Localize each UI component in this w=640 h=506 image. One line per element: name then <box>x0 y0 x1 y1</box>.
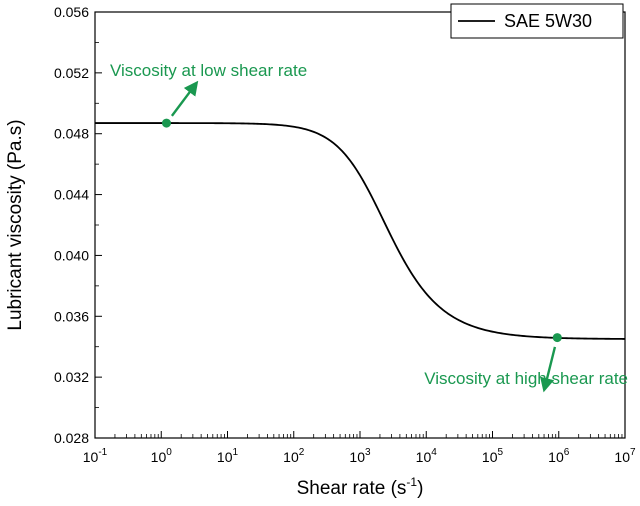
x-tick-exp: 5 <box>498 447 504 458</box>
x-tick-label: 10-1 <box>83 447 108 465</box>
x-tick-base: 10 <box>614 449 630 465</box>
y-axis-ticks: 0.028 0.032 0.036 0.040 0.044 0.048 0.052 0.056 <box>54 4 102 446</box>
x-tick-label: 106 <box>548 447 570 465</box>
x-tick-base: 10 <box>83 449 99 465</box>
y-axis-title: Lubricant viscosity (Pa.s) <box>5 119 26 330</box>
x-tick-exp: -1 <box>98 447 107 458</box>
x-tick-exp: 3 <box>365 447 371 458</box>
annotation-arrow <box>170 80 199 117</box>
series-line-sae-5w30 <box>95 122 626 340</box>
x-tick-base: 10 <box>416 449 432 465</box>
x-tick-label: 107 <box>614 447 636 465</box>
legend: SAE 5W30 <box>450 3 624 39</box>
x-tick-exp: 2 <box>299 447 305 458</box>
x-tick-exp: 0 <box>166 447 172 458</box>
annotation-label: Viscosity at low shear rate <box>110 61 307 80</box>
x-tick-label: 102 <box>283 447 305 465</box>
y-tick-label: 0.028 <box>54 430 89 446</box>
y-tick-label: 0.044 <box>54 187 89 203</box>
annotations: Viscosity at low shear rate Viscosity at … <box>110 61 628 393</box>
x-tick-base: 10 <box>548 449 564 465</box>
x-tick-base: 10 <box>151 449 167 465</box>
x-tick-exp: 1 <box>233 447 239 458</box>
y-tick-label: 0.052 <box>54 65 89 81</box>
legend-label: SAE 5W30 <box>504 11 592 31</box>
x-axis-ticks: 10-1 100 101 102 103 104 105 106 107 <box>83 431 636 465</box>
x-tick-label: 100 <box>151 447 173 465</box>
x-tick-base: 10 <box>482 449 498 465</box>
x-tick-exp: 4 <box>431 447 437 458</box>
x-tick-label: 105 <box>482 447 504 465</box>
y-tick-label: 0.056 <box>54 4 89 20</box>
annotation-arrow <box>540 346 557 393</box>
x-tick-exp: 6 <box>564 447 570 458</box>
x-tick-base: 10 <box>283 449 299 465</box>
annotation-point <box>161 118 171 128</box>
x-axis-title-close: ) <box>417 478 423 499</box>
x-axis-title: Shear rate (s-1) <box>297 475 424 499</box>
x-tick-label: 103 <box>349 447 371 465</box>
y-tick-label: 0.032 <box>54 369 89 385</box>
x-tick-label: 104 <box>416 447 438 465</box>
y-tick-label: 0.036 <box>54 308 89 324</box>
y-tick-label: 0.048 <box>54 126 89 142</box>
x-axis-title-sup: -1 <box>406 475 417 489</box>
x-tick-label: 101 <box>217 447 239 465</box>
y-tick-label: 0.040 <box>54 247 89 263</box>
x-tick-base: 10 <box>349 449 365 465</box>
x-tick-base: 10 <box>217 449 233 465</box>
annotation-label: Viscosity at high shear rate <box>424 369 628 388</box>
x-tick-exp: 7 <box>630 447 636 458</box>
annotation-point <box>552 333 562 343</box>
